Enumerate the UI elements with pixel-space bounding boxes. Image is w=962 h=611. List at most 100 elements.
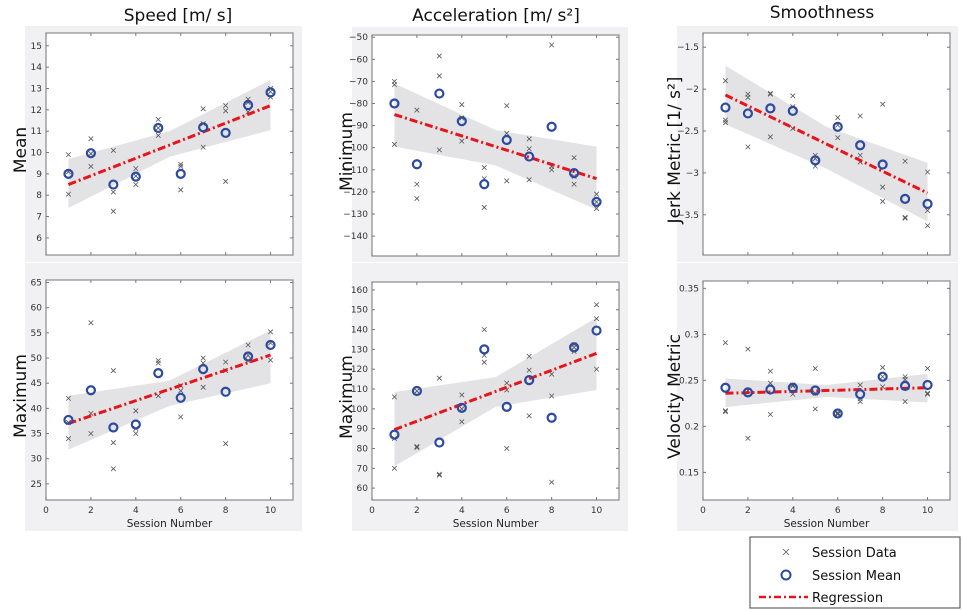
session-mean-point [63,414,74,426]
session-data-point [200,106,206,112]
session-mean-point [175,392,186,403]
x-marker-stroke [526,353,532,359]
x-marker-stroke [245,109,251,115]
x-marker-stroke [504,103,510,109]
x-marker-stroke [767,90,773,96]
session-data-point [549,371,555,377]
session-data-point [481,204,487,210]
session-data-point [835,411,841,418]
y-tick-label: 150 [351,306,368,316]
y-tick-label: 55 [31,329,42,339]
session-data-point [745,435,751,441]
x-marker-stroke [857,152,863,158]
session-data-point [155,132,161,139]
session-data-point [722,120,729,126]
y-axis-label: Mean [11,127,31,173]
x-marker-stroke [767,134,773,140]
y-tick-label: 60 [357,484,369,494]
session-data-point [835,135,841,141]
session-data-point [526,413,532,419]
session-data-point [178,161,184,167]
session-data-point [110,147,116,153]
session-mean-point [411,385,423,397]
session-mean-point [899,193,911,204]
session-data-point [267,329,274,335]
session-data-point [593,205,600,212]
session-mean-point [546,412,557,423]
session-data-point [223,102,229,109]
session-data-point [245,342,251,348]
session-data-point [571,155,577,161]
x-marker-stroke [549,479,555,485]
session-data-point [835,115,841,121]
y-tick-label: 50 [31,354,43,364]
x-marker-stroke [504,130,510,136]
session-data-point [767,90,773,96]
x-marker-stroke [459,102,465,108]
session-data-point [459,419,465,425]
x-axis-label: Session Number [127,518,213,530]
session-data-point [526,136,532,142]
x-marker-stroke [178,161,184,167]
x-marker-stroke [745,94,751,101]
session-mean-point [591,325,602,336]
x-tick-label: 10 [922,506,934,516]
session-data-point [391,394,398,400]
session-mean-point [720,102,731,113]
y-tick-label: 35 [31,430,42,440]
x-marker-stroke [745,346,751,352]
x-marker-stroke [767,411,773,418]
session-data-point [133,165,139,172]
session-mean-point [434,88,445,99]
x-marker-stroke [133,408,139,414]
x-marker-stroke [481,165,487,171]
session-mean-point [389,98,400,109]
session-mean-point [546,121,557,132]
x-marker-stroke [767,380,773,386]
x-marker-stroke [110,189,116,195]
x-marker-stroke [65,395,72,401]
session-data-point [223,108,229,114]
session-data-point [436,73,442,79]
session-data-point [924,223,931,229]
x-marker-stroke [133,430,139,437]
session-data-point [767,380,773,386]
session-data-point [767,134,773,140]
panel-acceleration-minimum: −140 −130 −120 −110 −100 −90 −80 −70 −60 −50 Minim… [337,27,628,262]
session-data-point [110,466,116,472]
x-marker-stroke [414,443,420,450]
session-mean-point [899,380,911,391]
x-marker-stroke [391,465,398,471]
session-data-point [155,116,161,123]
session-mean-point [411,159,423,170]
x-marker-stroke [223,359,229,365]
x-marker-stroke [200,384,206,390]
panel-speed-mean: 6 7 8 9 10 11 12 13 14 15 Mean [11,26,302,262]
x-marker-stroke [245,342,251,348]
x-marker-stroke [245,352,251,359]
y-tick-label: 14 [31,63,43,73]
session-data-point [178,163,184,169]
x-marker-stroke [88,430,94,437]
axes-frame [371,34,620,257]
session-data-point [459,392,465,398]
y-tick-label: 0.15 [679,468,699,478]
x-marker-stroke [133,173,139,179]
x-marker-stroke [549,371,555,377]
x-marker-stroke [857,382,863,388]
x-marker-stroke [110,208,116,214]
x-marker-stroke [414,107,420,113]
session-mean-point [742,108,754,119]
x-marker-stroke [223,102,229,109]
x-marker-stroke [924,208,931,214]
x-marker-stroke [178,187,184,193]
x-marker-stroke [902,158,908,164]
session-data-point [133,430,139,437]
session-data-point [880,198,886,204]
y-tick-label: −1.5 [677,43,699,53]
session-data-point [880,374,886,380]
session-data-point [414,388,420,394]
y-tick-label: 11 [31,127,42,137]
x-marker-stroke [593,205,600,212]
x-marker-stroke [414,181,420,187]
